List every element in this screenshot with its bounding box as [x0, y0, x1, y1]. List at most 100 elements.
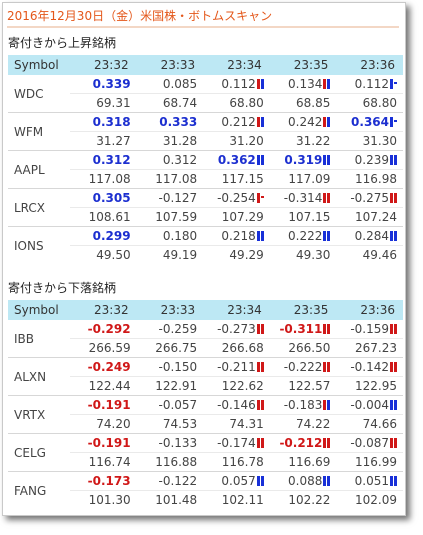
change-cell: 0.134 [270, 75, 337, 94]
symbol-cell: IONS [8, 226, 70, 264]
price-cell: 31.27 [70, 131, 137, 151]
change-cell: -0.191 [70, 395, 137, 415]
trend-bar-icon [256, 438, 264, 448]
change-value: -0.133 [158, 436, 198, 450]
change-cell: -0.174 [203, 433, 270, 453]
change-value: -0.254 [217, 191, 256, 205]
symbol-cell: WFM [8, 112, 70, 151]
symbol-cell: ALXN [8, 357, 70, 396]
symbol-cell: LRCX [8, 188, 70, 227]
change-value: -0.150 [158, 360, 198, 374]
price-cell: 74.22 [269, 414, 337, 434]
price-cell: 49.46 [336, 245, 403, 264]
change-value: -0.275 [350, 191, 389, 205]
price-cell: 68.74 [136, 93, 204, 113]
trend-bar-icon [389, 231, 397, 241]
change-cell: -0.212 [269, 433, 337, 453]
change-value: 0.051 [354, 474, 389, 488]
change-cell: 0.318 [70, 112, 137, 132]
table-row: LRCX 0.305 -0.127 -0.254 -0.314 -0.275 [8, 188, 403, 227]
change-value: -0.222 [283, 360, 323, 374]
price-cell: 117.15 [203, 169, 270, 189]
change-cell: 0.222 [269, 226, 337, 246]
trend-bar-icon [389, 155, 397, 165]
change-cell: -0.183 [269, 395, 337, 415]
price-cell: 31.30 [336, 131, 403, 151]
change-cell: 0.312 [136, 150, 204, 170]
table-row: VRTX -0.191 -0.057 -0.146 -0.183 -0.004 [8, 395, 403, 434]
symbol-cell: AAPL [8, 150, 70, 189]
trend-bar-icon [389, 193, 397, 203]
change-cell: -0.004 [336, 395, 403, 415]
symbol-cell: VRTX [8, 395, 70, 434]
price-cell: 122.62 [203, 376, 270, 396]
trend-bar-icon [322, 324, 331, 334]
column-header-symbol: Symbol [8, 55, 70, 75]
price-cell: 117.08 [136, 169, 204, 189]
change-cell: 0.180 [136, 226, 204, 246]
change-cell: -0.142 [336, 357, 403, 377]
column-header-time: 23:32 [70, 55, 137, 75]
price-cell: 102.11 [203, 490, 270, 509]
change-cell: 0.112 [203, 75, 270, 94]
table-row-price: 69.31 68.74 68.80 68.85 68.80 [8, 93, 403, 113]
section-heading-gainers: 寄付きから上昇銘柄 [8, 36, 117, 50]
change-cell: -0.314 [269, 188, 337, 208]
price-cell: 266.50 [269, 338, 337, 358]
change-cell: 0.085 [137, 75, 204, 94]
price-cell: 49.30 [269, 245, 337, 264]
change-cell: 0.364 [336, 112, 403, 132]
change-value: 0.312 [162, 153, 198, 167]
losers-table: Symbol 23:32 23:33 23:34 23:35 23:36 IBB -0.29… [8, 300, 403, 509]
symbol-cell: WDC [14, 86, 44, 101]
trend-bar-icon [322, 155, 331, 165]
trend-bar-icon [256, 476, 264, 486]
price-cell: 101.48 [136, 490, 204, 509]
change-cell: 0.212 [203, 112, 270, 132]
change-value: 0.085 [162, 77, 198, 91]
change-value: -0.122 [158, 474, 198, 488]
change-value: 0.112 [354, 77, 389, 91]
price-cell: 107.59 [136, 207, 204, 227]
table-row-price: 74.20 74.53 74.31 74.22 74.66 [8, 414, 403, 434]
change-cell: -0.127 [136, 188, 204, 208]
change-value: -0.273 [217, 322, 256, 336]
table-row: IBB -0.292 -0.259 -0.273 -0.311 -0.159 [8, 320, 403, 346]
change-cell: -0.311 [270, 320, 337, 339]
trend-bar-icon [322, 438, 331, 448]
change-value: -0.159 [350, 322, 389, 336]
symbol-cell: CELG [8, 433, 70, 472]
change-cell: -0.146 [203, 395, 270, 415]
column-header-time: 23:34 [203, 300, 270, 320]
table-row-price: 108.61 107.59 107.29 107.15 107.24 [8, 207, 403, 227]
change-value: 0.318 [92, 115, 131, 129]
table-row: WDC 0.339 0.085 0.112 0.134 0.112 [8, 75, 403, 101]
change-cell: -0.259 [137, 320, 204, 339]
change-cell: 0.112 [336, 75, 403, 94]
change-value: -0.057 [158, 398, 198, 412]
change-value: 0.312 [92, 153, 131, 167]
table-row: WFM 0.318 0.333 0.212 0.242 0.364 [8, 112, 403, 151]
change-cell: 0.051 [336, 471, 403, 491]
change-value: 0.212 [221, 115, 256, 129]
page-title: 2016年12月30日（金）米国株・ボトムスキャン [7, 8, 399, 28]
column-header-time: 23:34 [203, 55, 270, 75]
change-value: 0.112 [221, 77, 256, 91]
change-value: 0.088 [288, 474, 323, 488]
change-value: -0.004 [350, 398, 389, 412]
change-value: -0.311 [279, 322, 323, 336]
change-value: -0.146 [217, 398, 256, 412]
price-cell: 49.50 [70, 245, 137, 264]
trend-bar-icon [256, 324, 264, 334]
price-cell: 69.31 [70, 93, 137, 113]
price-cell: 31.22 [269, 131, 337, 151]
price-cell: 49.19 [136, 245, 204, 264]
price-cell: 74.53 [136, 414, 204, 434]
change-value: 0.180 [162, 229, 198, 243]
price-cell: 117.09 [269, 169, 337, 189]
column-header-time: 23:36 [336, 300, 403, 320]
trend-bar-icon [322, 362, 331, 372]
change-value: -0.174 [217, 436, 256, 450]
change-value: -0.314 [283, 191, 323, 205]
table-row: CELG -0.191 -0.133 -0.174 -0.212 -0.087 [8, 433, 403, 472]
